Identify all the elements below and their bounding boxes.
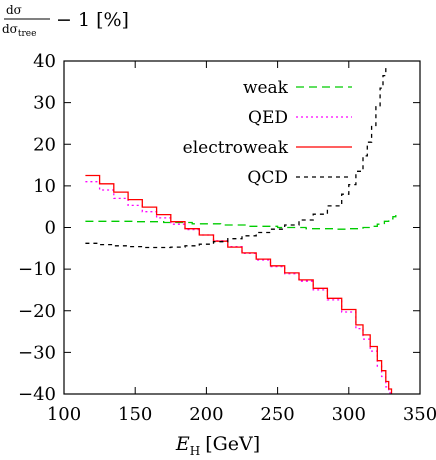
series-lines: [85, 67, 397, 394]
legend: weak QED electroweak QCD: [183, 78, 352, 188]
legend-label-QCD: QCD: [247, 168, 288, 188]
plot-frame: [63, 60, 421, 395]
x-tick-label: 300: [332, 404, 366, 425]
series-line-weak: [85, 215, 397, 230]
x-label-sub: H: [190, 444, 200, 458]
legend-label-QED: QED: [248, 108, 288, 128]
y-tick-label: −10: [18, 259, 56, 280]
series-line-QED: [85, 181, 391, 394]
x-label-unit: [GeV]: [205, 433, 260, 455]
svg-text:dσtree: dσtree: [2, 22, 36, 39]
y-tick-label: −30: [18, 342, 56, 363]
series-line-electroweak: [85, 174, 393, 394]
y-tick-label: 40: [33, 51, 56, 72]
y-tick-label: 10: [33, 176, 56, 197]
y-label-tail: − 1 [%]: [56, 9, 129, 31]
x-tick-label: 150: [118, 404, 152, 425]
x-tick-label: 250: [260, 404, 294, 425]
y-tick-label: −40: [18, 384, 56, 405]
y-tick-label: 20: [33, 134, 56, 155]
legend-label-electroweak: electroweak: [183, 138, 289, 158]
x-tick-label: 350: [403, 404, 436, 425]
x-label-main: E: [175, 433, 190, 455]
series-line-QCD: [85, 67, 387, 249]
y-tick-label: −20: [18, 301, 56, 322]
x-axis-label: EH [GeV]: [175, 433, 260, 458]
y-label-numerator: dσ: [6, 3, 22, 17]
y-tick-label: 30: [33, 93, 56, 114]
y-label-denominator: dσ: [2, 22, 18, 36]
legend-label-weak: weak: [243, 78, 289, 98]
y-label-denominator-sub: tree: [18, 29, 37, 39]
y-axis-label: dσ dσtree − 1 [%]: [2, 3, 129, 39]
x-tick-label: 200: [189, 404, 223, 425]
y-tick-label: 0: [45, 218, 56, 239]
x-tick-label: 100: [47, 404, 81, 425]
